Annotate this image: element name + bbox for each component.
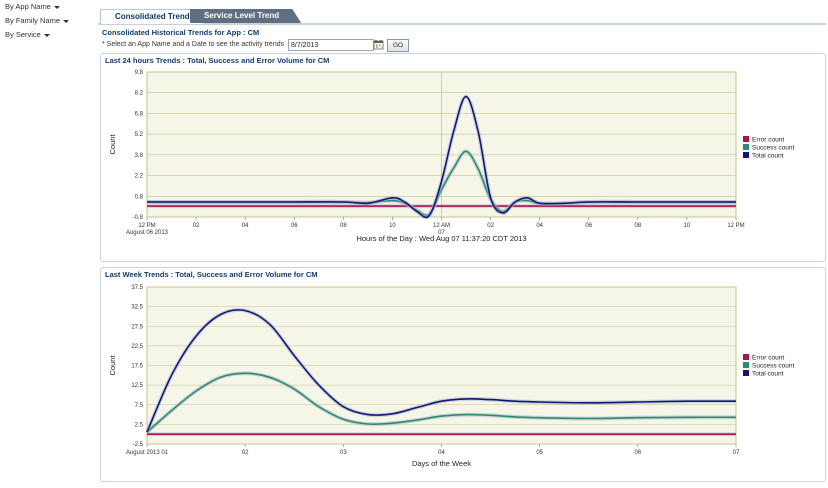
- x-tick-label: 06: [585, 223, 592, 229]
- tab-service-level-trend[interactable]: Service Level Trend: [190, 9, 302, 23]
- x-tick-label: 02: [193, 223, 200, 229]
- y-tick-label: 0.8: [135, 194, 144, 200]
- x-tick-label: 06: [291, 223, 298, 229]
- y-tick-label: 6.8: [135, 111, 144, 117]
- x-tick-label: 04: [536, 223, 543, 229]
- x-axis-title: Days of the Week: [412, 459, 471, 468]
- sidebar-item-by-service[interactable]: By Service: [5, 30, 50, 39]
- y-tick-label: 8.2: [135, 91, 144, 97]
- y-tick-label: 12.5: [131, 383, 143, 389]
- x-tick-label: 05: [536, 450, 543, 456]
- legend-label: Success count: [752, 145, 794, 152]
- sidebar-item-label: By App Name: [5, 2, 51, 11]
- legend-swatch: [743, 152, 749, 158]
- x-tick-label: 02: [487, 223, 494, 229]
- x-tick-label: 04: [438, 450, 445, 456]
- y-tick-label: 3.8: [135, 153, 144, 159]
- legend-label: Total count: [752, 371, 784, 378]
- series-line-total-count: [146, 309, 737, 433]
- sidebar-item-by-family-name[interactable]: By Family Name: [5, 16, 70, 25]
- legend-swatch: [743, 362, 749, 368]
- x-tick-label: 08: [340, 223, 347, 229]
- sidebar-item-label: By Family Name: [5, 16, 61, 25]
- x-tick-label: 10: [389, 223, 396, 229]
- y-tick-label: 17.5: [131, 364, 143, 370]
- sidebar-item-label: By Service: [5, 30, 41, 39]
- series-line-success-count: [146, 372, 737, 433]
- tab-bar: Consolidated Trend Service Level Trend: [98, 9, 826, 25]
- x-tick-label: 12 AM: [433, 223, 450, 229]
- tab-consolidated-trend[interactable]: Consolidated Trend: [100, 9, 205, 24]
- x-tick-label: 04: [242, 223, 249, 229]
- y-tick-label: 2.2: [135, 174, 144, 180]
- x-tick-label: 12 PM: [727, 223, 744, 229]
- y-tick-label: 2.5: [135, 422, 144, 428]
- x-tick-label: August 2013 01: [126, 450, 169, 456]
- go-button[interactable]: GO: [387, 39, 409, 52]
- series-line-total-count: [147, 95, 736, 219]
- chart-week-trends: 37.5 32.5 27.5 22.5 17.5 12.5 7.5 2.5 -2.5 August…: [108, 285, 794, 468]
- y-tick-label: 32.5: [131, 305, 143, 311]
- date-input[interactable]: [288, 39, 374, 51]
- x-tick-label: 10: [684, 223, 691, 229]
- legend-label: Total count: [752, 153, 784, 160]
- legend-swatch: [743, 144, 749, 150]
- x-tick-label: 06: [634, 450, 641, 456]
- y-tick-label: 27.5: [131, 324, 143, 330]
- legend-swatch: [743, 136, 749, 142]
- sidebar-item-by-app-name[interactable]: By App Name: [5, 2, 60, 11]
- panel-week-trends: Last Week Trends : Total, Success and Er…: [100, 267, 826, 482]
- main-content: Consolidated Trend Service Level Trend C…: [98, 0, 826, 488]
- y-tick-label: 5.2: [135, 132, 144, 138]
- legend-swatch: [743, 354, 749, 360]
- calendar-icon[interactable]: [373, 39, 385, 50]
- y-axis-title: Count: [108, 134, 117, 155]
- y-tick-label: 22.5: [131, 344, 143, 350]
- legend-label: Error count: [752, 137, 784, 144]
- y-tick-label: 37.5: [131, 285, 143, 291]
- instruction-text: * Select an App Name and a Date to see t…: [102, 41, 285, 48]
- chart-title: Last Week Trends : Total, Success and Er…: [105, 270, 318, 279]
- y-tick-label: -0.8: [133, 215, 144, 221]
- x-tick-label: 02: [242, 450, 249, 456]
- y-axis-title: Count: [108, 355, 117, 376]
- x-tick-label: 12 PM: [138, 223, 155, 229]
- x-tick-label: 03: [340, 450, 347, 456]
- x-tick-label: 08: [634, 223, 641, 229]
- x-tick-label: 07: [733, 450, 740, 456]
- chevron-down-icon: [63, 19, 70, 23]
- x-tick-sublabel: 07: [438, 230, 445, 236]
- chart-title: Last 24 hours Trends : Total, Success an…: [105, 56, 330, 65]
- y-tick-label: 7.5: [135, 403, 144, 409]
- legend-swatch: [743, 370, 749, 376]
- page-title: Consolidated Historical Trends for App :…: [102, 28, 260, 37]
- sidebar: By App Name By Family Name By Service: [0, 0, 96, 488]
- panel-24-hour-trends: Last 24 hours Trends : Total, Success an…: [100, 53, 826, 262]
- legend-label: Error count: [752, 355, 784, 362]
- y-tick-label: -2.5: [133, 442, 144, 448]
- x-tick-sublabel: August 06 2013: [126, 230, 169, 236]
- chevron-down-icon: [53, 5, 60, 9]
- x-axis-title: Hours of the Day : Wed Aug 07 11:37:20 C…: [356, 234, 526, 243]
- legend-label: Success count: [752, 363, 794, 370]
- y-tick-label: 9.8: [135, 70, 144, 76]
- chevron-down-icon: [43, 33, 50, 37]
